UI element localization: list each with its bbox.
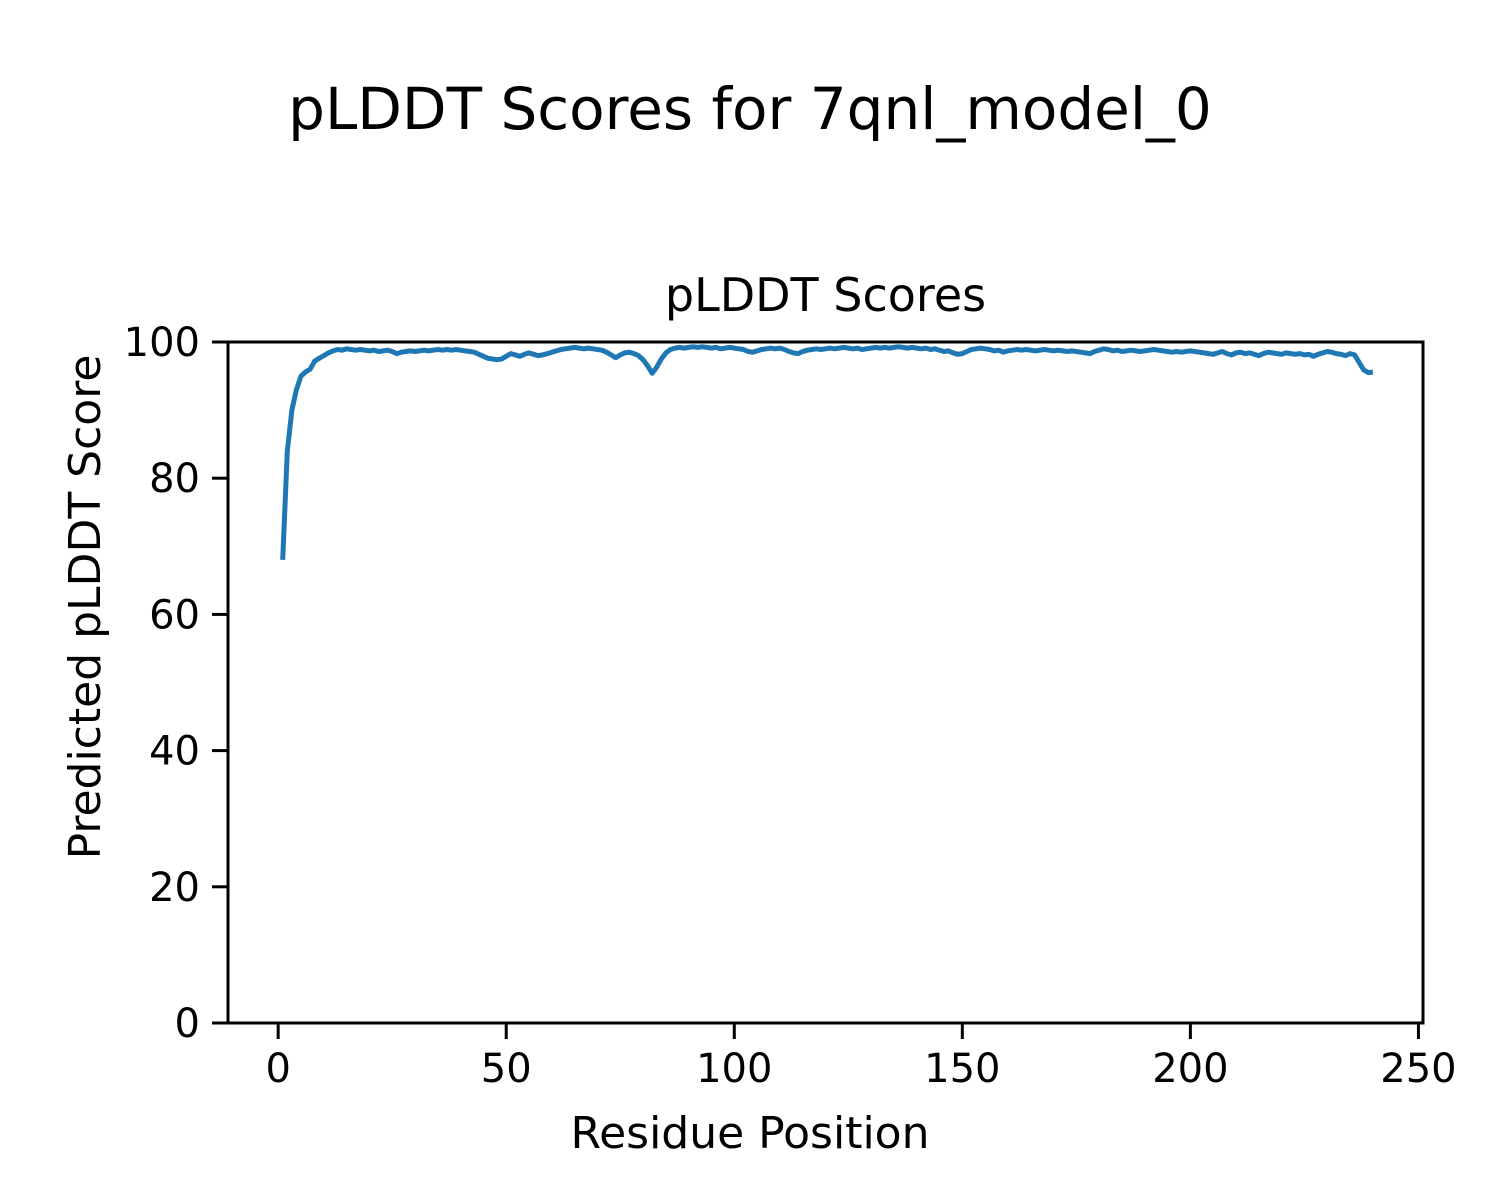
data-line-plddt <box>280 344 1374 561</box>
y-axis-tick-label: 60 <box>149 592 200 638</box>
x-axis-tick-label: 50 <box>481 1046 532 1092</box>
x-axis-tick-label: 100 <box>696 1046 772 1092</box>
x-axis-tick-label: 0 <box>265 1046 290 1092</box>
y-axis-tick-label: 20 <box>149 865 200 911</box>
figure-title: pLDDT Scores for 7qnl_model_0 <box>288 75 1212 143</box>
plot-border <box>226 340 1425 1025</box>
axes-title: pLDDT Scores <box>664 268 987 322</box>
x-axis-label: Residue Position <box>570 1108 930 1159</box>
x-axis-tick-label: 150 <box>924 1046 1000 1092</box>
y-axis-tick-label: 80 <box>149 456 200 502</box>
y-axis-tick-label: 40 <box>149 729 200 775</box>
y-axis-tick-label: 100 <box>124 320 200 366</box>
y-axis-tick-label: 0 <box>175 1001 200 1047</box>
x-axis-tick-label: 250 <box>1380 1046 1456 1092</box>
x-axis-tick-label: 200 <box>1152 1046 1228 1092</box>
